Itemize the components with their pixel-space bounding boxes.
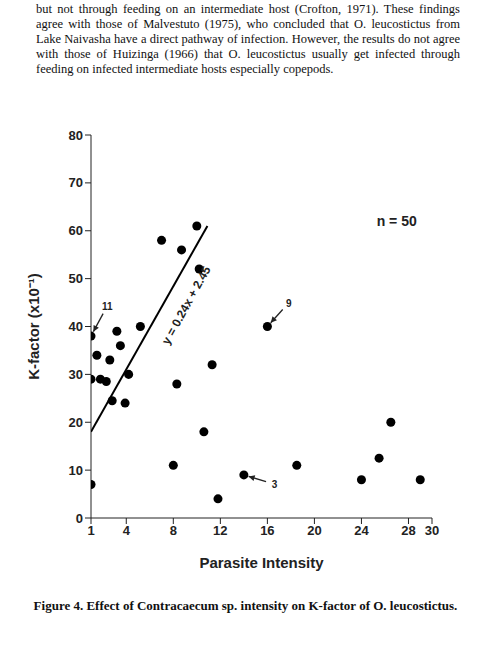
svg-text:8: 8 (170, 523, 177, 538)
svg-text:20: 20 (69, 415, 83, 430)
svg-text:60: 60 (69, 223, 83, 238)
svg-text:y = 0.24x + 2.45: y = 0.24x + 2.45 (159, 264, 214, 348)
svg-text:70: 70 (69, 175, 83, 190)
svg-text:24: 24 (354, 523, 369, 538)
svg-text:10: 10 (69, 463, 83, 478)
svg-text:9: 9 (286, 298, 292, 309)
svg-text:50: 50 (69, 271, 83, 286)
svg-text:30: 30 (425, 523, 439, 538)
svg-text:80: 80 (69, 128, 83, 143)
svg-text:11: 11 (102, 301, 113, 312)
html-text:but not through feeding on an: but not through feeding on an intermedia… (36, 2, 460, 76)
svg-text:16: 16 (260, 523, 274, 538)
svg-text:20: 20 (307, 523, 321, 538)
svg-text:3: 3 (272, 479, 278, 490)
svg-text:0: 0 (76, 511, 83, 526)
svg-text:1: 1 (87, 523, 94, 538)
svg-text:K-factor (x10⁻¹): K-factor (x10⁻¹) (25, 273, 42, 380)
svg-text:Parasite Intensity: Parasite Intensity (199, 554, 324, 571)
svg-text:28: 28 (401, 523, 415, 538)
svg-text:40: 40 (69, 319, 83, 334)
svg-text:12: 12 (213, 523, 227, 538)
svg-text:30: 30 (69, 367, 83, 382)
html-text:Figure 4. Effect of Contracaec: Figure 4. Effect of Contracaecum sp. int… (33, 598, 458, 613)
svg-text:4: 4 (123, 523, 131, 538)
svg-text:n = 50: n = 50 (377, 213, 417, 229)
